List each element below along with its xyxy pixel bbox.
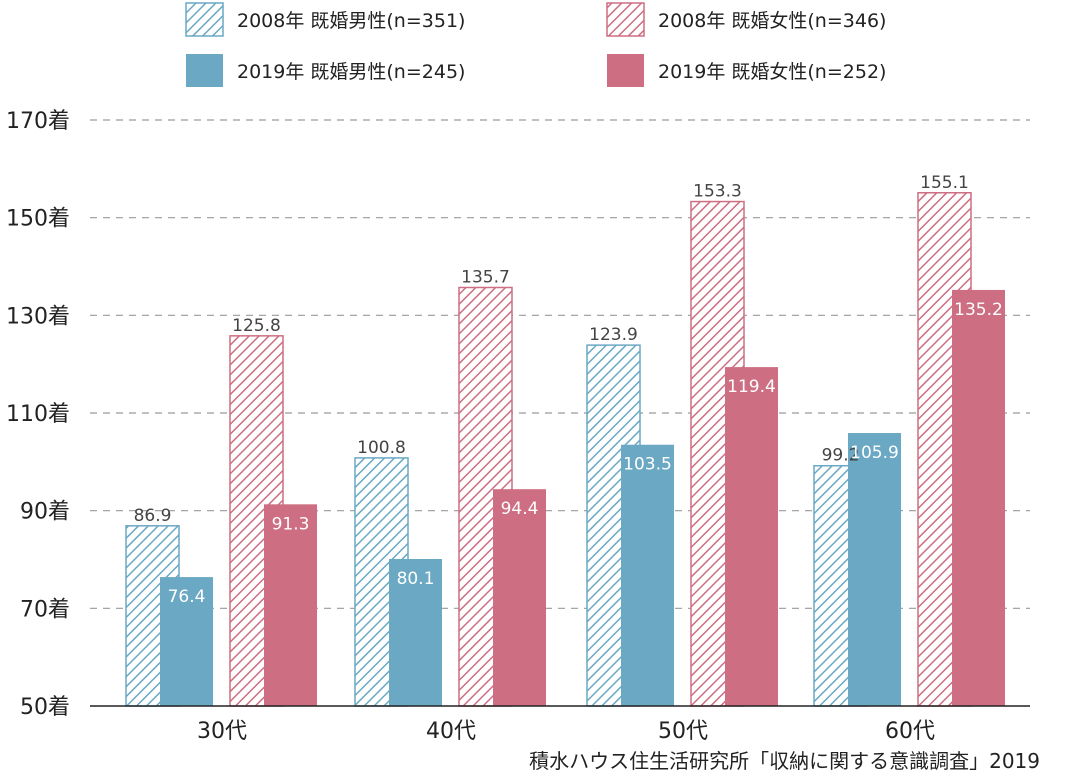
legend-label: 2019年 既婚女性(n=252)	[658, 61, 886, 83]
bar	[848, 433, 901, 706]
data-label: 91.3	[272, 514, 310, 534]
legend-label: 2008年 既婚女性(n=346)	[658, 10, 886, 32]
legend-label: 2019年 既婚男性(n=245)	[237, 61, 465, 83]
data-label: 86.9	[134, 506, 172, 526]
y-tick-label: 110着	[6, 402, 70, 427]
data-label: 76.4	[168, 587, 206, 607]
bar	[264, 504, 317, 706]
data-label: 125.8	[232, 316, 281, 336]
x-tick-label: 40代	[426, 719, 476, 744]
legend-swatch	[607, 54, 644, 87]
x-tick-label: 50代	[658, 719, 708, 744]
bar	[952, 289, 1005, 706]
data-label: 103.5	[623, 455, 672, 475]
legend-swatch	[186, 54, 223, 87]
y-axis: 50着 70着 90着 110着 130着 150着 170着	[6, 109, 70, 720]
data-label: 123.9	[589, 325, 638, 345]
data-label: 155.1	[920, 173, 969, 193]
data-label: 99.2	[822, 446, 860, 466]
data-label: 135.2	[954, 300, 1003, 320]
y-tick-label: 70着	[20, 597, 70, 622]
source-note: 積水ハウス住生活研究所「収納に関する意識調査」2019	[529, 749, 1040, 773]
data-label: 153.3	[693, 182, 742, 202]
legend-label: 2008年 既婚男性(n=351)	[237, 10, 465, 32]
bar	[160, 577, 213, 706]
legend: 2008年 既婚男性(n=351) 2008年 既婚女性(n=346) 2019年 …	[185, 2, 886, 87]
data-label: 80.1	[397, 569, 435, 589]
x-axis: 30代 40代 50代 60代	[197, 719, 935, 744]
bars	[125, 192, 1005, 707]
data-label: 135.7	[461, 267, 510, 287]
y-tick-label: 50着	[20, 695, 70, 720]
legend-swatch	[185, 2, 224, 37]
data-label: 119.4	[727, 377, 776, 397]
data-label: 94.4	[501, 499, 539, 519]
bar	[621, 444, 674, 706]
legend-swatch	[606, 2, 645, 37]
y-tick-label: 170着	[6, 109, 70, 134]
y-tick-label: 90着	[20, 500, 70, 525]
x-tick-label: 30代	[197, 719, 247, 744]
bar	[493, 489, 546, 706]
data-label: 105.9	[850, 443, 899, 463]
y-tick-label: 130着	[6, 304, 70, 329]
value-labels: 86.9 76.4 125.8 91.3 100.8 80.1 135.7 94.4 123.9…	[134, 173, 1003, 607]
bar	[725, 367, 778, 706]
y-tick-label: 150着	[6, 207, 70, 232]
bar	[389, 559, 442, 706]
data-label: 100.8	[357, 438, 406, 458]
x-tick-label: 60代	[885, 719, 935, 744]
